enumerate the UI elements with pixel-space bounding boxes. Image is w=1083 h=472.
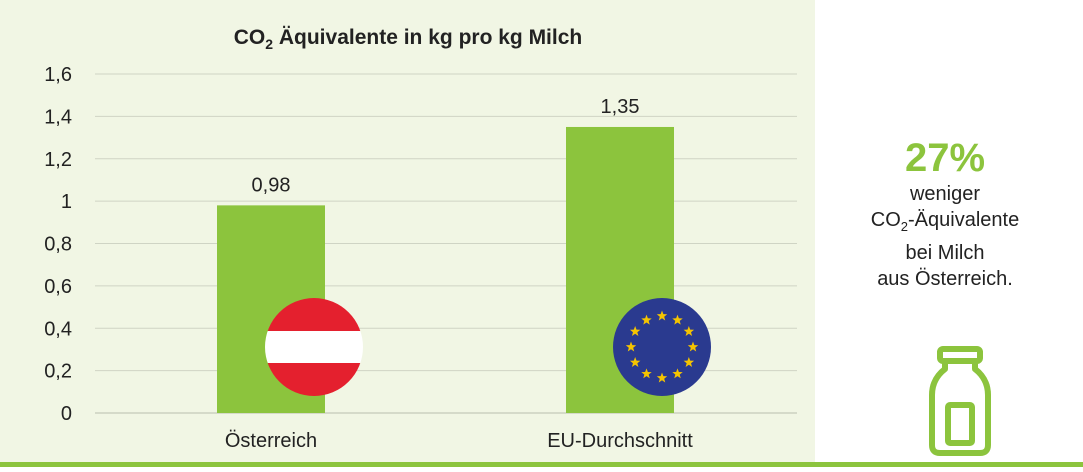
bottom-divider — [0, 462, 1083, 467]
grid-layer — [95, 73, 797, 414]
y-tick-label: 1 — [61, 191, 72, 213]
data-label: 1,35 — [601, 96, 640, 118]
eu-star — [656, 372, 668, 383]
summary-percent: 27% — [904, 136, 986, 180]
chart-title: CO2 Äquivalente in kg pro kg Milch — [234, 26, 583, 52]
eu-flag-icon — [613, 298, 711, 396]
eu-star — [672, 314, 683, 325]
summary-line-1: weniger — [909, 183, 981, 205]
y-tick-label: 1,2 — [44, 149, 72, 171]
chart-title-subscript: 2 — [265, 36, 273, 52]
data-label: 0,98 — [252, 174, 291, 196]
y-tick-label: 0,8 — [44, 234, 72, 256]
x-tick-label: EU-Durchschnitt — [547, 430, 693, 452]
eu-star — [672, 368, 683, 379]
summary-line-4: aus Österreich. — [877, 268, 1013, 290]
y-tick-label: 0 — [61, 403, 72, 425]
eu-star — [625, 341, 637, 352]
bar-layer — [217, 126, 711, 413]
eu-star — [687, 341, 699, 352]
eu-star — [683, 357, 695, 367]
y-tick-label: 1,6 — [44, 64, 72, 86]
milk-bottle-icon — [929, 346, 991, 456]
summary-subscript: 2 — [900, 219, 909, 234]
x-tick-label: Österreich — [225, 430, 317, 452]
eu-star — [683, 326, 695, 336]
y-tick-label: 0,2 — [44, 361, 72, 383]
eu-star — [641, 314, 652, 325]
y-tick-label: 0,4 — [44, 318, 72, 340]
eu-star — [629, 326, 641, 336]
summary-panel: 27% weniger CO2-Äquivalente bei Milch au… — [830, 135, 1060, 292]
summary-line-3: bei Milch — [905, 242, 985, 264]
bar-chart: CO2 Äquivalente in kg pro kg Milch 00,20… — [44, 26, 797, 452]
eu-star — [629, 357, 641, 367]
eu-star — [641, 368, 652, 379]
summary-text: weniger CO2-Äquivalente bei Milch aus Ös… — [830, 181, 1060, 292]
y-tick-label: 0,6 — [44, 276, 72, 298]
summary-line-2: CO2-Äquivalente — [870, 209, 1020, 234]
y-tick-label: 1,4 — [44, 106, 72, 128]
label-layer: 0 0,2 0,4 0,6 0,8 1 1,2 1,4 1,6 0,98 Österreich 1,3… — [44, 64, 693, 452]
eu-star — [656, 310, 668, 321]
